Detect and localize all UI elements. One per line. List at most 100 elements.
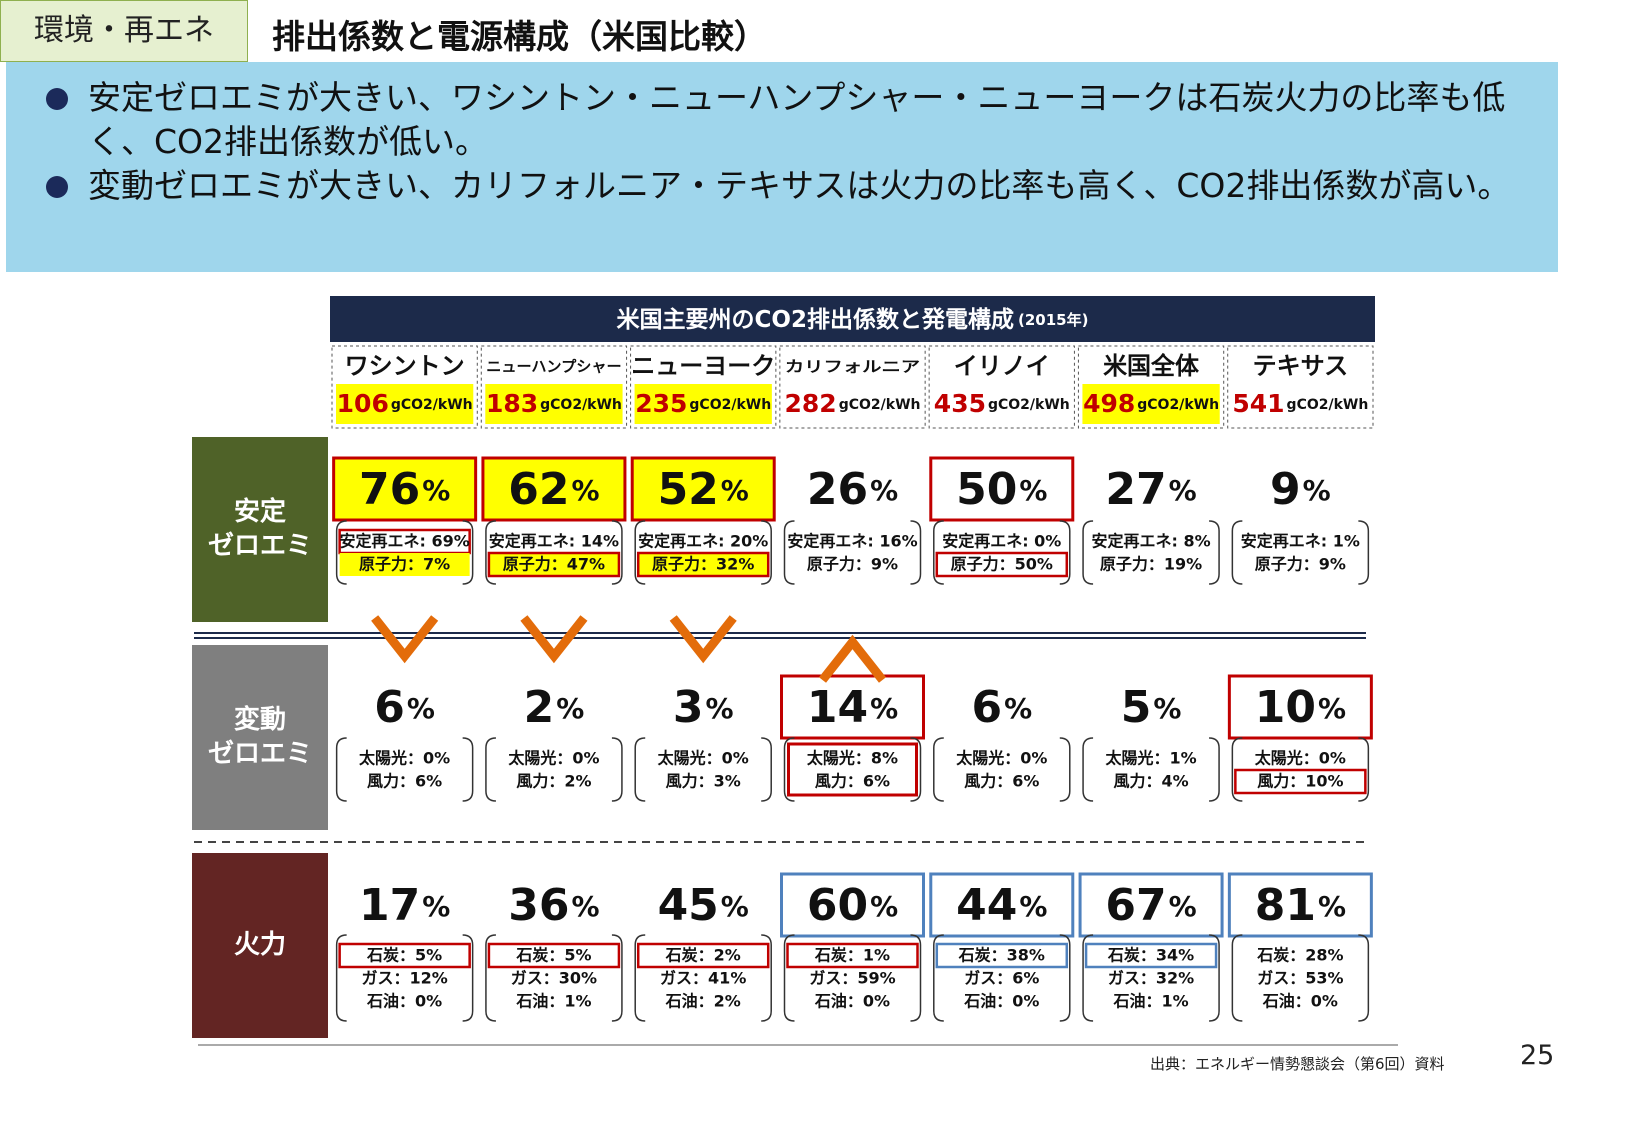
detail-bracket (1209, 737, 1220, 802)
table-title-main: 米国主要州のCO2排出係数と発電構成 (617, 307, 1014, 333)
share-total: 36% (508, 880, 599, 931)
detail-bracket (783, 737, 795, 802)
total-highlight (630, 456, 776, 522)
share-total: 62% (508, 464, 599, 515)
detail-text: 太陽光：0% (507, 749, 599, 768)
detail-bracket (783, 934, 795, 1022)
detail-text: 風力：10% (1257, 772, 1343, 791)
detail-text: 安定再エネ: 1% (1241, 532, 1360, 551)
share-percent: % (572, 890, 600, 923)
chevron (669, 615, 737, 664)
state-header-cell (1077, 345, 1225, 429)
share-number: 3 (673, 682, 704, 733)
detail-text: 石炭：28% (1256, 946, 1343, 965)
share-percent: % (1019, 890, 1047, 923)
co2-value: 235 gCO2/kWh (635, 389, 771, 418)
share-percent: % (1004, 692, 1032, 725)
co2-value: 541 gCO2/kWh (1232, 389, 1368, 418)
bullet-item: 変動ゼロエミが大きい、カリフォルニア・テキサスは火力の比率も高く、CO2排出係数… (46, 164, 1526, 208)
page-number: 25 (1520, 1040, 1555, 1071)
detail-text: 原子力：32% (652, 555, 754, 574)
detail-text: 風力：4% (1113, 772, 1188, 791)
detail-text: ガス：59% (809, 969, 895, 988)
detail-text: ガス：41% (660, 969, 746, 988)
co2-unit: gCO2/kWh (1287, 397, 1369, 413)
table-title: 米国主要州のCO2排出係数と発電構成 (2015年) (617, 307, 1089, 333)
detail-bracket (611, 520, 623, 585)
section-tag: 環境・再エネ (0, 0, 248, 62)
detail-bracket (933, 737, 944, 802)
share-percent: % (1303, 474, 1331, 507)
state-name: ワシントン (345, 352, 465, 380)
detail-highlight (487, 942, 621, 969)
source-note: 出典：エネルギー情勢懇談会（第6回）資料 (1150, 1055, 1445, 1073)
share-total: 14% (807, 682, 898, 733)
detail-bracket (485, 934, 496, 1022)
detail-highlight (786, 942, 919, 969)
detail-text: 太陽光：8% (806, 749, 898, 768)
detail-highlight (1234, 768, 1367, 795)
detail-bracket (1231, 737, 1243, 802)
co2-highlight (1082, 384, 1220, 424)
share-total: 50% (956, 464, 1047, 515)
detail-text: ガス：53% (1257, 969, 1343, 988)
detail-highlight (935, 551, 1069, 578)
share-percent: % (870, 692, 898, 725)
co2-value: 498 gCO2/kWh (1083, 389, 1219, 418)
detail-text: 原子力：50% (951, 555, 1053, 574)
row-label: 安定 (234, 496, 286, 527)
detail-bracket (1209, 934, 1220, 1022)
detail-text: 太陽光：0% (955, 749, 1047, 768)
detail-bracket (462, 737, 474, 802)
share-percent: % (870, 890, 898, 923)
detail-text: 安定再エネ: 16% (787, 532, 917, 551)
co2-number: 541 (1232, 389, 1284, 418)
detail-text: ガス：6% (964, 969, 1039, 988)
detail-bracket (335, 934, 347, 1022)
co2-highlight (634, 384, 772, 424)
detail-highlight (636, 942, 770, 969)
detail-text: 風力：6% (367, 772, 442, 791)
detail-text: 安定再エネ: 69% (340, 532, 470, 551)
detail-text: 原子力：9% (1255, 555, 1346, 574)
total-highlight (332, 456, 478, 522)
row-label: 火力 (234, 930, 286, 960)
share-total: 76% (359, 464, 450, 515)
state-header-cell (928, 345, 1075, 429)
share-total: 10% (1255, 682, 1346, 733)
detail-bracket (462, 934, 474, 1022)
detail-text: 石油：0% (366, 992, 442, 1011)
total-highlight (1078, 872, 1224, 938)
total-highlight (780, 674, 925, 740)
detail-bracket (1358, 934, 1370, 1022)
share-number: 44 (956, 880, 1017, 931)
co2-number: 183 (486, 389, 538, 418)
state-name: テキサス (1253, 352, 1349, 380)
detail-text: 石油：1% (515, 992, 591, 1011)
detail-bracket (933, 934, 944, 1022)
co2-value: 282 gCO2/kWh (785, 389, 921, 418)
table-title-year: (2015年) (1018, 311, 1088, 329)
state-name: ニューハンプシャー (486, 358, 621, 376)
detail-bracket (761, 737, 772, 802)
co2-unit: gCO2/kWh (391, 397, 473, 413)
chevron (371, 615, 439, 664)
detail-bracket (634, 737, 646, 802)
co2-unit: gCO2/kWh (1137, 397, 1219, 413)
share-percent: % (422, 474, 450, 507)
detail-text: 石炭：5% (515, 946, 591, 965)
chevron (520, 615, 588, 664)
page-title: 排出係数と電源構成（米国比較） (272, 17, 767, 56)
share-number: 6 (374, 682, 405, 733)
detail-bracket (910, 520, 922, 585)
total-highlight (1227, 674, 1373, 740)
row-label-bg (192, 645, 328, 830)
bullet-dot (46, 176, 68, 198)
detail-highlight (487, 551, 621, 578)
share-percent: % (422, 890, 450, 923)
share-total: 26% (807, 464, 898, 515)
state-header-cell (480, 345, 628, 429)
co2-value: 106 gCO2/kWh (337, 389, 473, 418)
detail-text: 石炭：38% (958, 946, 1045, 965)
row-label: ゼロエミ (208, 531, 312, 561)
